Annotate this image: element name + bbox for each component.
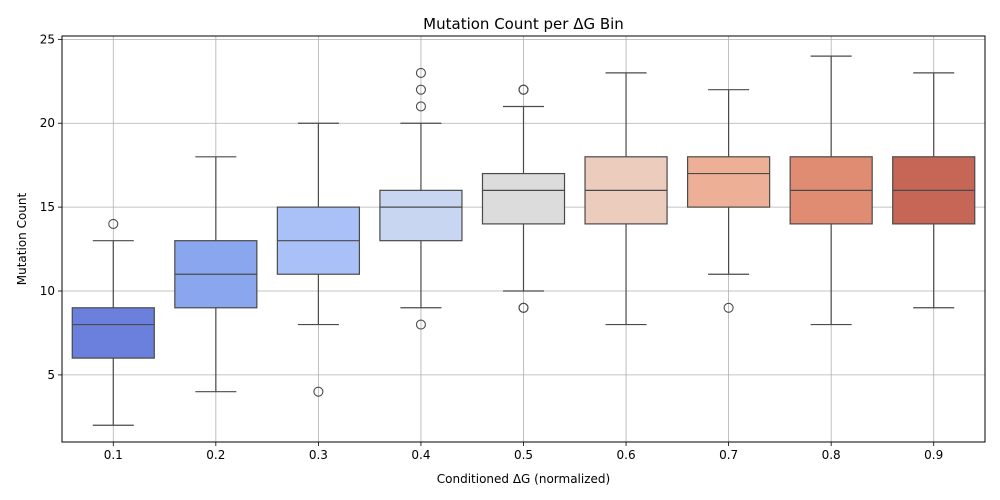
outlier-point (415, 101, 426, 112)
outlier-point (415, 84, 426, 95)
x-axis-label: Conditioned ΔG (normalized) (437, 472, 610, 486)
y-tick-label: 20 (40, 116, 55, 130)
x-tick-label: 0.6 (617, 448, 636, 462)
x-tick-label: 0.7 (719, 448, 738, 462)
y-tick-label: 5 (47, 368, 55, 382)
outlier-point (415, 319, 426, 330)
outlier-point (723, 302, 734, 313)
y-tick-label: 25 (40, 32, 55, 46)
box-iqr (379, 189, 463, 242)
outlier-point (518, 302, 529, 313)
x-tick-label: 0.9 (924, 448, 943, 462)
y-axis-label: Mutation Count (15, 192, 29, 285)
box-iqr (481, 172, 566, 225)
y-tick-label: 10 (40, 284, 55, 298)
x-tick-label: 0.1 (104, 448, 123, 462)
outlier-point (108, 218, 119, 229)
axis-ticks: 0.1 0.2 0.3 0.4 0.5 0.6 0.7 0.8 0.9 5 10 15 20 25 (40, 32, 944, 462)
box-iqr (686, 156, 771, 208)
box-series (71, 55, 976, 426)
y-tick-label: 15 (40, 200, 55, 214)
chart-title: Mutation Count per ΔG Bin (423, 15, 624, 33)
x-tick-label: 0.8 (822, 448, 841, 462)
outlier-point (313, 386, 324, 397)
box-iqr (71, 307, 155, 359)
x-tick-label: 0.4 (411, 448, 430, 462)
x-tick-label: 0.5 (514, 448, 533, 462)
outlier-point (518, 84, 529, 95)
outlier-point (415, 67, 426, 78)
x-tick-label: 0.3 (309, 448, 328, 462)
x-tick-label: 0.2 (206, 448, 225, 462)
